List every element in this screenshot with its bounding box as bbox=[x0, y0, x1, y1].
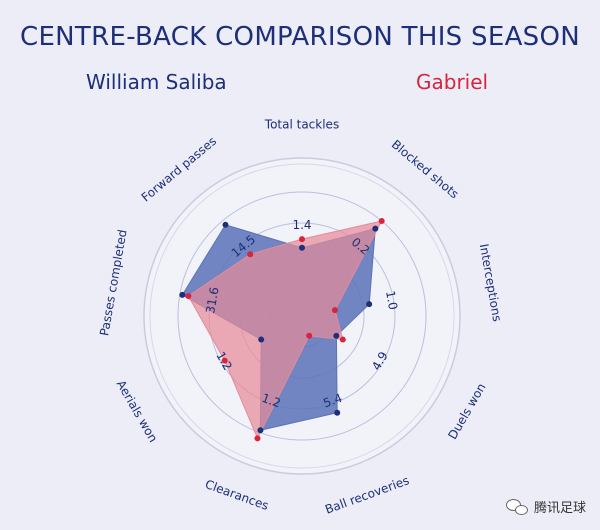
series-b-area bbox=[187, 220, 383, 440]
axis-label: Clearances bbox=[203, 477, 270, 513]
series-a-point bbox=[333, 332, 340, 339]
outer-ring-inner bbox=[149, 163, 455, 469]
tick-label: 31.6 bbox=[203, 286, 221, 315]
series-a-point bbox=[372, 225, 379, 232]
watermark: 腾讯足球 bbox=[505, 497, 586, 516]
series-b-point bbox=[221, 357, 228, 364]
series-b-point bbox=[185, 292, 192, 299]
axis-label: Total tackles bbox=[264, 118, 339, 132]
tick-label: 1.4 bbox=[292, 218, 311, 232]
axis-label: Passes completed bbox=[97, 228, 129, 336]
axis-label: Duels won bbox=[445, 381, 488, 442]
series-a-point bbox=[258, 336, 265, 343]
series-a-point bbox=[179, 291, 186, 298]
player-a-label: William Saliba bbox=[86, 70, 227, 94]
series-b-point bbox=[247, 251, 254, 258]
series-a-point bbox=[366, 301, 373, 308]
radar-polygons bbox=[181, 220, 383, 440]
series-b-point bbox=[331, 307, 338, 314]
radar-points bbox=[179, 218, 385, 442]
grid-ring-4 bbox=[177, 191, 427, 441]
axis-label: Interceptions bbox=[477, 243, 504, 323]
watermark-text: 腾讯足球 bbox=[533, 501, 586, 516]
wechat-icon bbox=[505, 498, 528, 515]
series-b-point bbox=[339, 336, 346, 343]
series-b-point bbox=[306, 332, 313, 339]
series-b-point bbox=[299, 236, 305, 243]
axis-label: Aerials won bbox=[114, 378, 161, 445]
series-b-point bbox=[254, 435, 261, 442]
series-a-point bbox=[222, 221, 229, 228]
axis-label: Ball recoveries bbox=[323, 473, 411, 516]
series-a-point bbox=[299, 244, 305, 251]
tick-label: 1.2 bbox=[260, 391, 283, 411]
tick-label: 1.0 bbox=[383, 290, 400, 311]
tick-label: 5.4 bbox=[321, 391, 344, 411]
player-b-label: Gabriel bbox=[416, 70, 489, 94]
series-a-point bbox=[334, 409, 341, 416]
chart-title: CENTRE-BACK COMPARISON THIS SEASON bbox=[20, 22, 580, 52]
series-a-point bbox=[257, 427, 264, 434]
series-b-point bbox=[378, 218, 385, 225]
